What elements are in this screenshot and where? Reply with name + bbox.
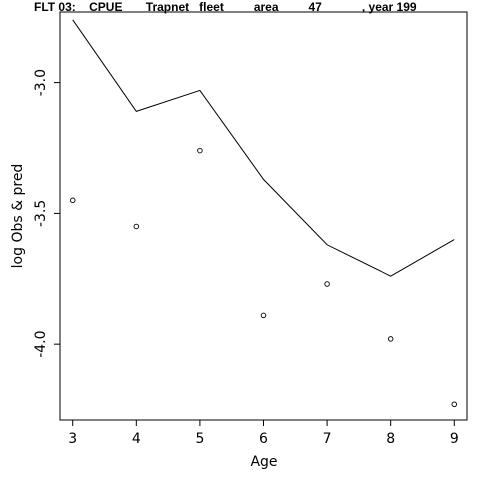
observed-point bbox=[387, 336, 394, 342]
observed-point bbox=[197, 147, 203, 154]
x-tick-label: 5 bbox=[195, 431, 204, 447]
observed-point bbox=[69, 197, 76, 204]
series-layer bbox=[69, 19, 458, 408]
x-tick-label: 6 bbox=[259, 431, 268, 447]
x-axis: 3 4 5 6 7 8 9 bbox=[68, 420, 459, 447]
observed-point bbox=[260, 312, 267, 319]
observed-point bbox=[324, 281, 330, 287]
x-tick-label: 8 bbox=[386, 431, 395, 447]
x-tick-label: 3 bbox=[68, 431, 77, 447]
chart-title: FLT 03: CPUE Trapnet fleet area 47 , yea… bbox=[34, 0, 417, 14]
x-tick-label: 9 bbox=[450, 431, 459, 447]
plot-frame bbox=[59, 11, 468, 421]
observed-point bbox=[133, 223, 140, 230]
y-axis: -3.0 -3.5 -4.0 bbox=[33, 69, 60, 358]
x-tick-label: 7 bbox=[323, 431, 332, 447]
x-axis-label: Age bbox=[250, 454, 277, 470]
y-tick-label: -4.0 bbox=[33, 330, 49, 357]
y-tick-label: -3.5 bbox=[33, 200, 49, 227]
x-tick-label: 4 bbox=[132, 431, 141, 447]
y-axis-label: log Obs & pred bbox=[10, 164, 26, 269]
observed-point bbox=[451, 401, 458, 408]
y-tick-label: -3.0 bbox=[33, 69, 49, 96]
predicted-line bbox=[72, 19, 455, 277]
